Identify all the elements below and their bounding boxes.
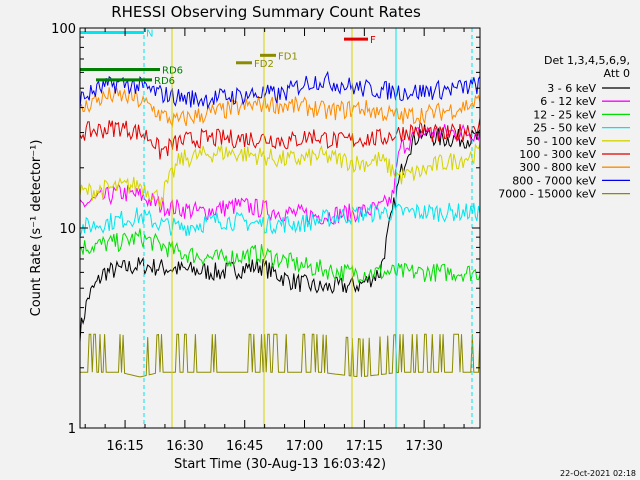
y-axis-label: Count Rate (s⁻¹ detector⁻¹)	[29, 140, 44, 317]
legend-header-line-2: Att 0	[604, 67, 630, 80]
legend-label-3: 25 - 50 keV	[533, 122, 596, 135]
y-tick-label: 10	[59, 222, 76, 237]
x-tick-label: 17:15	[346, 439, 383, 454]
annotation-label-4: RD6	[162, 66, 183, 77]
x-axis-label: Start Time (30-Aug-13 16:03:42)	[174, 457, 386, 472]
x-tick-label: 17:00	[286, 439, 323, 454]
annotation-label-3: FD2	[254, 59, 274, 70]
legend-label-8: 7000 - 15000 keV	[498, 188, 596, 201]
legend-label-0: 3 - 6 keV	[547, 82, 596, 95]
series-line-6	[80, 85, 480, 129]
annotation-label-0: N	[146, 28, 153, 39]
series-line-2	[80, 228, 480, 284]
x-tick-label: 16:30	[166, 439, 203, 454]
series-line-3	[80, 202, 480, 237]
legend-label-1: 6 - 12 keV	[540, 95, 596, 108]
y-tick-label: 100	[51, 22, 76, 37]
legend-label-2: 12 - 25 keV	[533, 108, 596, 121]
series-line-4	[80, 143, 480, 210]
annotation-label-2: FD1	[278, 51, 298, 62]
x-tick-label: 16:45	[226, 439, 263, 454]
legend-header-line-1: Det 1,3,4,5,6,9,	[544, 54, 630, 67]
footer-timestamp: 22-Oct-2021 02:18	[560, 469, 636, 478]
x-tick-label: 17:30	[405, 439, 442, 454]
y-tick-label: 1	[68, 422, 76, 437]
axes: 1 10 100 16:15 16:30 16:45 17:00 17:15 17:30	[51, 22, 481, 454]
chart-title: RHESSI Observing Summary Count Rates	[111, 3, 421, 21]
x-tick-label: 16:15	[106, 439, 143, 454]
annotation-label-1: F	[370, 35, 376, 46]
legend-label-4: 50 - 100 keV	[526, 135, 596, 148]
legend-label-5: 100 - 300 keV	[519, 148, 596, 161]
series-line-8	[80, 333, 480, 378]
series-line-7	[80, 70, 480, 110]
legend-label-6: 300 - 800 keV	[519, 161, 596, 174]
annotation-label-5: RD6	[154, 76, 175, 87]
legend-label-7: 800 - 7000 keV	[512, 174, 596, 187]
series-line-5	[80, 117, 480, 160]
